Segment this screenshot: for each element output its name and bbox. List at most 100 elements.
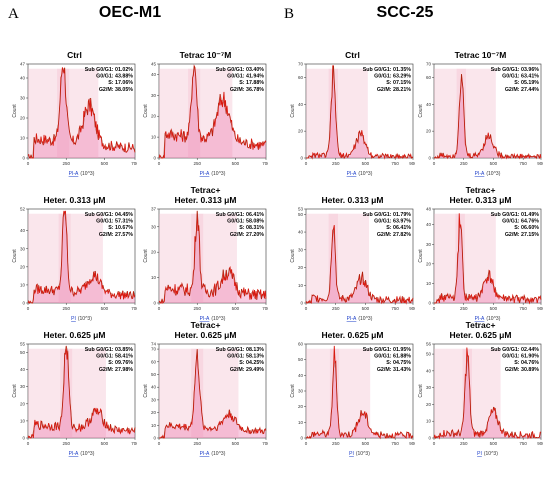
y-tick-label: 30 xyxy=(298,389,304,394)
phase-stat-value: 10.67% xyxy=(115,225,133,231)
y-tick-label: 40 xyxy=(298,230,304,235)
y-tick-label: 40 xyxy=(20,367,26,372)
phase-stat: S: 17.88% xyxy=(239,80,264,86)
histogram-plot: Heter. 0.313 μM 0 10 20 30 40 50 53 0 250 500 750 90… xyxy=(290,185,415,325)
y-tick-label: 10 xyxy=(151,423,157,428)
phase-stat-value: 57.31% xyxy=(115,219,133,225)
phase-stat-label: Sub G0/G1: xyxy=(363,212,392,218)
plot-title: Ctrl xyxy=(290,40,415,62)
y-axis-label: Count xyxy=(143,249,149,263)
phase-stat-label: G2/M: xyxy=(99,367,114,373)
phase-stat-value: 04.76% xyxy=(521,360,539,366)
plot-title-line: Tetrac 10⁻⁷M xyxy=(454,50,507,60)
y-tick-label: 50 xyxy=(20,350,26,355)
x-axis-label-unit: (10^3) xyxy=(356,451,370,457)
gate-region xyxy=(28,213,59,303)
plot-frame xyxy=(433,208,542,304)
y-tick-label: 0 xyxy=(428,301,431,306)
x-tick-label: 0 xyxy=(158,161,161,166)
y-tick-label: 20 xyxy=(151,410,157,415)
x-axis-label-link: PI xyxy=(349,451,354,457)
phase-stat-label: G0/G1: xyxy=(227,219,245,225)
plot-frame xyxy=(305,63,414,159)
y-axis-label: Count xyxy=(290,384,296,398)
phase-stat-label: G0/G1: xyxy=(96,354,114,360)
x-tick-label: 500 xyxy=(362,441,370,446)
phase-stat: G0/G1: 57.31% xyxy=(96,219,133,225)
panel-title-oec-m1: OEC-M1 xyxy=(98,4,162,21)
phase-stat-value: 01.79% xyxy=(393,212,411,218)
x-tick-label: 700 xyxy=(131,161,137,166)
x-axis-label-unit: (10^3) xyxy=(358,316,372,322)
histogram-svg: 0 10 20 30 40 50 56 0 250 500 750 900 Count PI(10^3) S… xyxy=(418,342,543,457)
y-tick-label: 70 xyxy=(151,347,157,352)
histogram-line-dark xyxy=(305,362,414,439)
y-tick-label: 10 xyxy=(20,282,26,287)
phase-stat-label: S: xyxy=(514,360,520,366)
phase-stat-label: G2/M: xyxy=(377,87,392,93)
y-tick-label: 40 xyxy=(151,72,157,77)
phase-stat-label: S: xyxy=(386,80,392,86)
phase-stat-value: 02.44% xyxy=(521,347,539,353)
x-tick-label: 500 xyxy=(101,306,109,311)
phase-stat-label: S: xyxy=(108,80,114,86)
gate-region xyxy=(472,348,501,438)
panel-title-scc-25: SCC-25 xyxy=(376,4,434,21)
phase-stat: G2/M: 38.05% xyxy=(99,87,133,93)
y-tick-label: 30 xyxy=(20,246,26,251)
x-tick-label: 250 xyxy=(460,161,468,166)
gate-region xyxy=(200,68,233,158)
x-tick-label: 750 xyxy=(391,161,399,166)
y-tick-label: 30 xyxy=(151,93,157,98)
phase-stat: G2/M: 27.15% xyxy=(505,232,539,238)
phase-stat-label: Sub G0/G1: xyxy=(216,67,245,73)
x-axis-label: PI (10^3) xyxy=(349,451,370,457)
y-axis-label: Count xyxy=(12,104,18,118)
phase-stat-label: G0/G1: xyxy=(227,74,245,80)
phase-stat-label: G0/G1: xyxy=(502,354,520,360)
x-tick-label: 0 xyxy=(305,306,308,311)
phase-stat-value: 08.31% xyxy=(246,225,264,231)
histogram-line-dark xyxy=(305,228,414,304)
gate-region xyxy=(191,213,204,303)
phase-stat-value: 63.29% xyxy=(393,74,411,80)
phase-stat-value: 43.88% xyxy=(115,74,133,80)
y-tick-label: 10 xyxy=(426,419,432,424)
x-tick-label: 500 xyxy=(490,161,498,166)
y-tick-label: 30 xyxy=(151,397,157,402)
phase-stat: G2/M: 28.21% xyxy=(377,87,411,93)
y-tick-label: 0 xyxy=(153,301,156,306)
phase-stat-label: G2/M: xyxy=(377,367,392,373)
plot-frame xyxy=(158,208,267,304)
phase-stat-value: 09.76% xyxy=(115,360,133,366)
phase-stat-value: 64.76% xyxy=(521,219,539,225)
histogram-area xyxy=(434,213,541,303)
x-tick-label: 0 xyxy=(158,441,161,446)
phase-stat: S: 06.60% xyxy=(514,225,539,231)
phase-stat-value: 01.49% xyxy=(521,212,539,218)
phase-stat-label: S: xyxy=(386,360,392,366)
phase-stat: G0/G1: 58.13% xyxy=(227,354,264,360)
phase-stat: S: 04.25% xyxy=(239,360,264,366)
plot-title: Heter. 0.313 μM xyxy=(290,185,415,207)
histogram-svg: 0 10 20 30 37 0 250 500 700 Count PI-A(10^3) Sub G0… xyxy=(143,207,268,322)
y-tick-label: 0 xyxy=(153,436,156,441)
y-tick-label: 30 xyxy=(20,384,26,389)
phase-stat-label: Sub G0/G1: xyxy=(491,67,520,73)
panel-letter-a: A xyxy=(8,6,19,22)
y-tick-label: 47 xyxy=(20,62,26,67)
y-tick-label: 20 xyxy=(151,250,157,255)
x-tick-label: 250 xyxy=(332,161,340,166)
phase-stat: G0/G1: 63.97% xyxy=(374,219,411,225)
x-axis-label-unit: (10^3) xyxy=(211,171,225,177)
plot-title-line: Heter. 0.625 μM xyxy=(43,330,106,340)
phase-stat-label: Sub G0/G1: xyxy=(491,347,520,353)
phase-stat-label: G2/M: xyxy=(505,87,520,93)
x-tick-label: 700 xyxy=(131,306,137,311)
x-axis-label-link: PI xyxy=(71,316,76,322)
y-tick-label: 40 xyxy=(298,102,304,107)
histogram-area xyxy=(306,225,413,303)
phase-stat: Sub G0/G1: 08.13% xyxy=(216,347,265,353)
